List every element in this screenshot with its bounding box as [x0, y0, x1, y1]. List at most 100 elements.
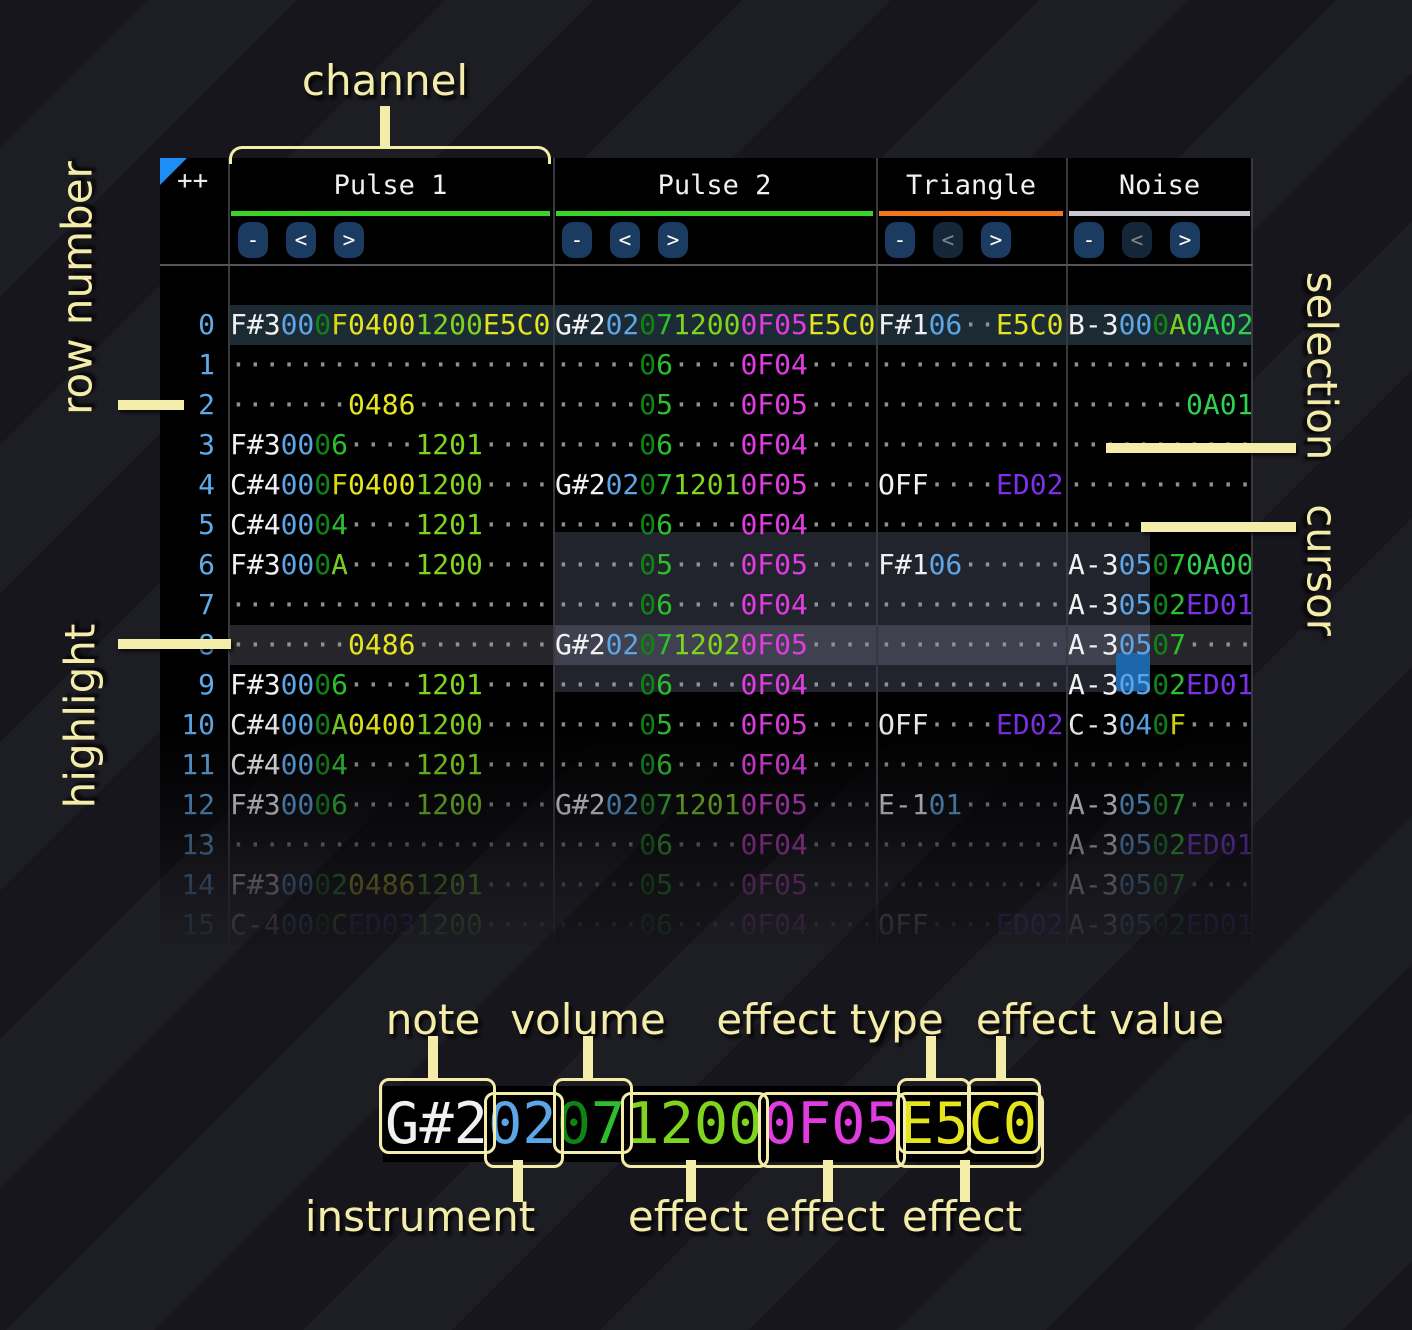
cell-segment: 0400 — [348, 468, 416, 501]
pattern-cell-pulse1[interactable]: F#3000F04001200E5C0 — [230, 305, 553, 345]
cell-segment: 0 — [639, 548, 657, 581]
cell-segment: ····· — [555, 908, 640, 941]
pattern-cell-pulse1[interactable]: C-4000CED031200···· — [230, 905, 553, 945]
pattern-cell-pulse1[interactable]: ·······0486········ — [230, 385, 553, 425]
pattern-cell-triangle[interactable]: ··········· — [878, 865, 1066, 905]
pattern-cell-noise[interactable]: A-305070A00 — [1068, 545, 1253, 585]
pattern-cell-pulse2[interactable]: ·····06····0F04···· — [555, 585, 876, 625]
pattern-cell-pulse2[interactable]: ·····06····0F04···· — [555, 505, 876, 545]
pattern-cell-triangle[interactable]: ··········· — [878, 345, 1066, 385]
pattern-prev-button: < — [933, 222, 963, 258]
channel-header-triangle[interactable]: Triangle — [905, 170, 1037, 201]
pattern-expand-label[interactable]: ++ — [177, 166, 209, 196]
pattern-cell-pulse2[interactable]: ·····06····0F04···· — [555, 345, 876, 385]
pattern-cell-noise[interactable]: A-30502ED01 — [1068, 585, 1253, 625]
cell-segment: A-3 — [1068, 908, 1119, 941]
channel-header-noise[interactable]: Noise — [1118, 170, 1201, 201]
legend-note-box — [379, 1078, 496, 1154]
pattern-cell-noise[interactable]: ··········· — [1068, 745, 1253, 785]
channel-remove-button[interactable]: - — [885, 222, 915, 258]
pattern-cell-pulse2[interactable]: ·····05····0F05···· — [555, 545, 876, 585]
channel-remove-button[interactable]: - — [1074, 222, 1104, 258]
pattern-cell-noise[interactable]: A-30502ED01 — [1068, 825, 1253, 865]
cell-segment: 0 — [639, 388, 657, 421]
pattern-cell-pulse1[interactable]: C#40004····1201···· — [230, 745, 553, 785]
pattern-cell-pulse1[interactable]: C#4000A04001200···· — [230, 705, 553, 745]
cell-segment: 6 — [331, 788, 349, 821]
cell-segment: 0 — [314, 788, 332, 821]
pattern-corner-triangle-icon[interactable] — [160, 158, 187, 185]
channel-color-underline — [1069, 211, 1250, 216]
pattern-cell-noise[interactable]: A-30507···· — [1068, 865, 1253, 905]
pattern-cell-triangle[interactable]: OFF····ED02 — [878, 705, 1066, 745]
pattern-cell-triangle[interactable]: E-101······ — [878, 785, 1066, 825]
pattern-cell-pulse1[interactable]: C#40004····1201···· — [230, 505, 553, 545]
pattern-cell-pulse2[interactable]: G#2020712010F05···· — [555, 465, 876, 505]
cell-segment: ···· — [673, 828, 741, 861]
pattern-cell-pulse2[interactable]: G#2020712010F05···· — [555, 785, 876, 825]
pattern-cell-triangle[interactable]: ··········· — [878, 665, 1066, 705]
cell-segment: 0F05 — [740, 548, 808, 581]
pattern-cell-noise[interactable]: ··········· — [1068, 345, 1253, 385]
cell-segment: OFF — [878, 908, 929, 941]
pattern-next-button[interactable]: > — [658, 222, 688, 258]
pattern-cell-triangle[interactable]: OFF····ED02 — [878, 465, 1066, 505]
pattern-next-button[interactable]: > — [334, 222, 364, 258]
pattern-cell-pulse2[interactable]: ·····06····0F04···· — [555, 825, 876, 865]
pattern-cell-pulse2[interactable]: ·····05····0F05···· — [555, 705, 876, 745]
cell-segment: ···· — [807, 388, 876, 421]
channel-header-pulse-2[interactable]: Pulse 2 — [657, 170, 772, 201]
pattern-cell-pulse2[interactable]: ·····06····0F04···· — [555, 665, 876, 705]
pattern-cell-triangle[interactable]: ··········· — [878, 425, 1066, 465]
pattern-cell-noise[interactable]: B-3000A0A02 — [1068, 305, 1253, 345]
channel-header-pulse-1[interactable]: Pulse 1 — [333, 170, 448, 201]
channel-remove-button[interactable]: - — [562, 222, 592, 258]
pattern-prev-button[interactable]: < — [286, 222, 316, 258]
pattern-cell-pulse1[interactable]: F#30006····1201···· — [230, 425, 553, 465]
pattern-cell-pulse2[interactable]: ·····05····0F05···· — [555, 865, 876, 905]
pattern-cell-noise[interactable]: C-3040F···· — [1068, 705, 1253, 745]
pattern-cell-triangle[interactable]: F#106······ — [878, 545, 1066, 585]
pattern-next-button[interactable]: > — [981, 222, 1011, 258]
pattern-cell-pulse1[interactable]: ··················· — [230, 585, 553, 625]
pattern-cell-pulse2[interactable]: ·····05····0F05···· — [555, 385, 876, 425]
pattern-cell-pulse2[interactable]: G#2020712000F05E5C0 — [555, 305, 876, 345]
pattern-cell-triangle[interactable]: ··········· — [878, 745, 1066, 785]
pattern-cell-triangle[interactable]: ··········· — [878, 505, 1066, 545]
cell-segment: ····· — [555, 508, 640, 541]
pattern-cell-triangle[interactable]: F#106··E5C0 — [878, 305, 1066, 345]
pattern-cell-pulse1[interactable]: ··················· — [230, 825, 553, 865]
pattern-prev-button[interactable]: < — [610, 222, 640, 258]
pattern-cell-triangle[interactable]: ··········· — [878, 625, 1066, 665]
pattern-cell-noise[interactable]: A-30507···· — [1068, 625, 1253, 665]
cell-segment: 00 — [280, 668, 315, 701]
pattern-next-button[interactable]: > — [1170, 222, 1200, 258]
pattern-cell-pulse1[interactable]: F#30006····1200···· — [230, 785, 553, 825]
pattern-cell-pulse2[interactable]: ·····06····0F04···· — [555, 745, 876, 785]
pattern-cell-pulse1[interactable]: F#3000A····1200···· — [230, 545, 553, 585]
pattern-cell-pulse2[interactable]: ·····06····0F04···· — [555, 425, 876, 465]
pattern-cell-pulse1[interactable]: F#3000204861201···· — [230, 865, 553, 905]
pattern-cell-noise[interactable]: A-30502ED01 — [1068, 665, 1253, 705]
pattern-cell-triangle[interactable]: ··········· — [878, 385, 1066, 425]
channel-remove-button[interactable]: - — [238, 222, 268, 258]
pattern-cell-pulse2[interactable]: ·····06····0F04···· — [555, 905, 876, 945]
pattern-cell-triangle[interactable]: ··········· — [878, 585, 1066, 625]
pattern-cell-noise[interactable]: A-30502ED01 — [1068, 905, 1253, 945]
cell-segment: 00 — [280, 708, 315, 741]
cell-segment: C#4 — [230, 508, 281, 541]
pattern-cell-triangle[interactable]: ··········· — [878, 825, 1066, 865]
pattern-cell-noise[interactable]: ·······0A01 — [1068, 385, 1253, 425]
pattern-cell-pulse1[interactable]: C#4000F04001200···· — [230, 465, 553, 505]
pattern-cell-pulse2[interactable]: G#2020712020F05···· — [555, 625, 876, 665]
pattern-cell-pulse1[interactable]: ··················· — [230, 345, 553, 385]
cell-segment: 7 — [1169, 868, 1187, 901]
cell-segment: 0F04 — [740, 668, 808, 701]
cell-segment: 0 — [639, 588, 657, 621]
pattern-cell-pulse1[interactable]: F#30006····1201···· — [230, 665, 553, 705]
pattern-cell-noise[interactable]: A-30507···· — [1068, 785, 1253, 825]
pattern-cell-pulse1[interactable]: ·······0486········ — [230, 625, 553, 665]
pattern-cell-noise[interactable]: ··········· — [1068, 465, 1253, 505]
pattern-cell-triangle[interactable]: OFF····ED02 — [878, 905, 1066, 945]
cell-segment: 2 — [1169, 828, 1187, 861]
